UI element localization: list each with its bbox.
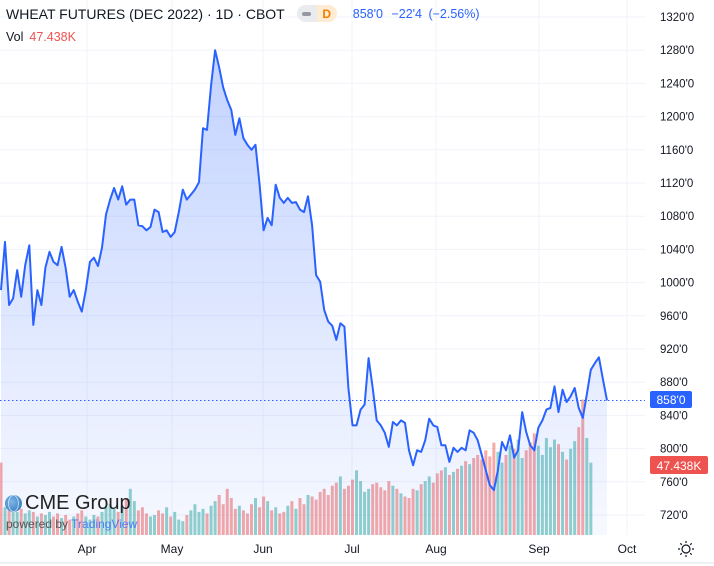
last-price: 858'0	[352, 6, 383, 21]
last-volume-label: 47.438K	[657, 459, 702, 473]
volume-label: Vol	[6, 30, 24, 44]
cme-group-logo[interactable]: CME Group	[5, 492, 131, 515]
y-tick-label: 1080'0	[660, 211, 694, 223]
y-tick-label: 1000'0	[660, 278, 694, 290]
collapse-icon[interactable]	[296, 5, 317, 22]
x-tick-label: Aug	[425, 542, 446, 556]
x-tick-label: May	[161, 542, 184, 556]
y-tick-label: 720'0	[660, 510, 688, 522]
y-tick-label: 840'0	[660, 410, 688, 422]
time-axis[interactable]: Apr May Jun Jul Aug Sep Oct	[78, 542, 637, 556]
price-area-fill	[1, 50, 607, 535]
price-change-pct: (−2.56%)	[428, 6, 480, 21]
y-tick-label: 1200'0	[660, 112, 694, 124]
y-tick-label: 1280'0	[660, 45, 694, 57]
volume-legend: Vol 47.438K	[6, 30, 76, 44]
y-tick-label: 920'0	[660, 344, 688, 356]
x-tick-label: Apr	[78, 542, 97, 556]
y-tick-label: 760'0	[660, 477, 688, 489]
last-volume-label-bg	[650, 456, 708, 474]
delayed-badge: D	[316, 5, 337, 22]
powered-by[interactable]: powered by TradingView	[6, 517, 137, 531]
volume-value: 47.438K	[29, 30, 76, 44]
symbol-title: WHEAT FUTURES (DEC 2022) · 1D · CBOT	[6, 5, 285, 22]
market-status-badge[interactable]: D	[296, 5, 337, 22]
last-price-label-bg	[650, 391, 692, 408]
y-tick-label: 1120'0	[660, 178, 693, 190]
x-tick-label: Jun	[253, 542, 272, 556]
x-tick-label: Sep	[528, 542, 550, 556]
chart-header: WHEAT FUTURES (DEC 2022) · 1D · CBOT D 8…	[6, 5, 480, 22]
price-line	[0, 49, 608, 492]
price-change: −22'4	[391, 6, 422, 21]
tradingview-link[interactable]: TradingView	[71, 517, 138, 531]
globe-icon	[5, 495, 22, 512]
sun-icon[interactable]	[678, 541, 694, 557]
price-axis[interactable]: 1320'0 1280'0 1240'0 1200'0 1160'0 1120'0 1080…	[660, 12, 694, 522]
logo-text: CME Group	[25, 492, 131, 514]
x-tick-label: Jul	[344, 542, 359, 556]
y-tick-label: 960'0	[660, 311, 688, 323]
price-quote: 858'0 −22'4 (−2.56%)	[353, 7, 480, 21]
y-tick-label: 1040'0	[660, 244, 694, 256]
y-tick-label: 880'0	[660, 377, 688, 389]
powered-by-text: powered by	[6, 517, 69, 531]
y-tick-label: 1240'0	[660, 78, 694, 90]
y-tick-label: 1160'0	[660, 145, 693, 157]
x-tick-label: Oct	[618, 542, 637, 556]
y-tick-label: 1320'0	[660, 12, 694, 24]
y-tick-label: 800'0	[660, 444, 688, 456]
last-price-label: 858'0	[657, 393, 686, 407]
